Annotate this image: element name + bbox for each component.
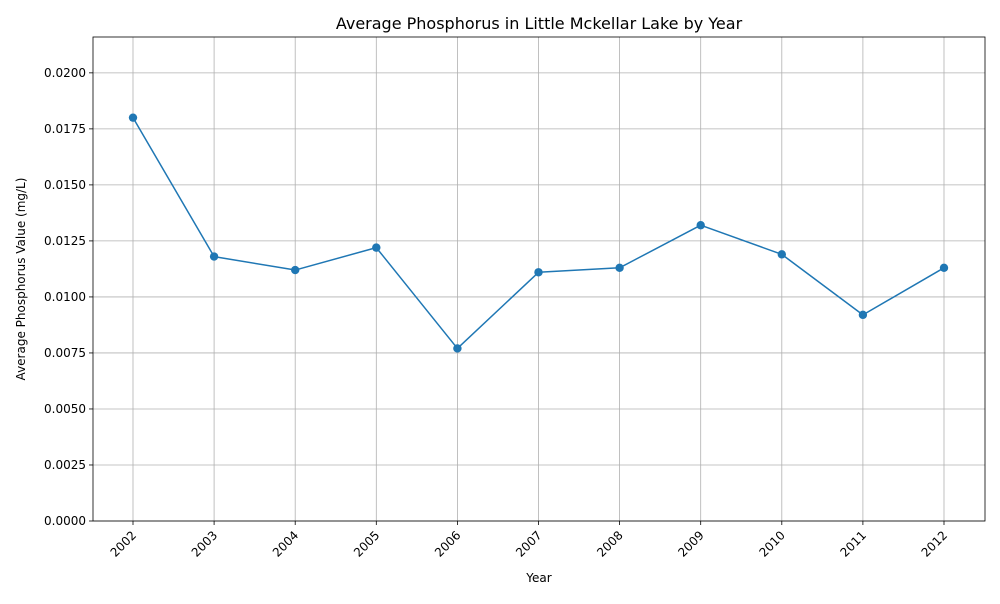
- x-tick-label: 2007: [513, 528, 544, 559]
- data-point: [858, 310, 868, 320]
- x-tick-label: 2011: [838, 528, 869, 559]
- y-tick-label: 0.0125: [44, 234, 86, 248]
- y-tick-label: 0.0175: [44, 122, 86, 136]
- x-tick-label: 2006: [432, 528, 463, 559]
- plot-frame: [92, 36, 986, 522]
- data-point: [939, 263, 949, 272]
- x-tick-label: 2004: [270, 528, 301, 559]
- x-tick-label: 2008: [594, 528, 625, 559]
- data-point: [291, 265, 300, 275]
- data-point: [372, 243, 381, 252]
- data-point: [696, 221, 705, 230]
- x-tick-label: 2005: [351, 528, 382, 559]
- data-point: [534, 268, 543, 277]
- series-layer: [128, 113, 949, 353]
- x-tick-label: 2002: [108, 528, 139, 559]
- x-tick-label: 2012: [919, 528, 950, 559]
- data-point: [128, 113, 138, 122]
- y-tick-label: 0.0000: [44, 514, 86, 528]
- data-point: [209, 252, 219, 261]
- y-tick-label: 0.0050: [44, 402, 86, 416]
- y-tick-label: 0.0100: [44, 290, 86, 304]
- data-point: [777, 250, 786, 259]
- x-tick-label: 2003: [189, 528, 220, 559]
- y-axis-label: Average Phosphorus Value (mg/L): [14, 178, 28, 381]
- y-tick-label: 0.0075: [44, 346, 86, 360]
- x-tick-label: 2010: [756, 528, 787, 559]
- grid-layer: [93, 37, 985, 522]
- data-point: [453, 344, 462, 353]
- y-tick-label: 0.0150: [44, 178, 86, 192]
- data-point: [615, 263, 624, 272]
- x-tick-label: 2009: [675, 528, 706, 559]
- x-axis-label: Year: [525, 571, 551, 585]
- tick-layer: 2002 2003 2004 2005 2006 2007 2008 2009 2010 2011…: [44, 66, 950, 560]
- chart-title: Average Phosphorus in Little Mckellar La…: [336, 14, 743, 33]
- y-tick-label: 0.0025: [44, 458, 86, 472]
- y-tick-label: 0.0200: [44, 66, 86, 80]
